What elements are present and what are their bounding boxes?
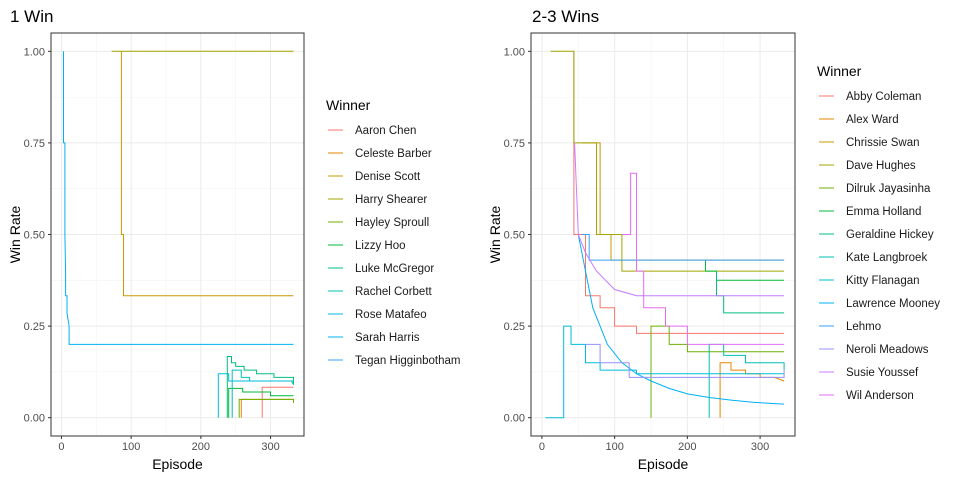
y-tick-label: 0.75 (504, 138, 525, 150)
series-line-lehmo (581, 234, 785, 261)
legend-label: Geraldine Hickey (846, 229, 934, 241)
legend-label: Neroli Meadows (846, 344, 929, 356)
legend-label: Lehmo (846, 321, 881, 333)
series-line-alex-ward (719, 362, 785, 418)
x-tick-label: 200 (678, 441, 696, 453)
series-line-lawrence-mooney (577, 234, 785, 405)
y-tick-label: 0.00 (504, 413, 525, 425)
series-line-lizzy-hoo (228, 387, 294, 418)
x-axis-title: Episode (638, 456, 689, 472)
legend-label: Sarah Harris (355, 332, 420, 344)
legend-label: Rachel Corbett (355, 286, 433, 298)
legend-label: Kate Langbroek (846, 252, 927, 264)
series-line-aaron-chen (261, 386, 294, 418)
legend-title: Winner (326, 97, 371, 113)
legend-label: Tegan Higginbotham (355, 355, 461, 367)
chart-title: 1 Win (10, 7, 53, 26)
legend-label: Harry Shearer (355, 194, 427, 206)
y-tick-label: 0.25 (24, 321, 45, 333)
y-tick-label: 0.75 (24, 138, 45, 150)
legend-label: Lawrence Mooney (846, 298, 940, 310)
x-tick-label: 100 (605, 441, 623, 453)
y-axis-title: Win Rate (487, 206, 503, 264)
series-line-dilruk-jayasinha (650, 325, 785, 418)
x-tick-label: 300 (751, 441, 769, 453)
legend-label: Alex Ward (846, 114, 899, 126)
legend-label: Hayley Sproull (355, 217, 429, 229)
series-line-chrissie-swan (581, 142, 785, 261)
legend-label: Lizzy Hoo (355, 240, 406, 252)
x-tick-label: 100 (122, 441, 140, 453)
y-tick-label: 0.50 (504, 230, 525, 242)
y-tick-label: 1.00 (504, 46, 525, 58)
series-line-geraldine-hickey (716, 271, 785, 314)
series-line-celeste-barber (240, 398, 294, 418)
y-tick-label: 1.00 (24, 46, 45, 58)
y-tick-label: 0.25 (504, 321, 525, 333)
legend-label: Rose Matafeo (355, 309, 427, 321)
series-line-rose-matafeo (217, 373, 294, 418)
y-axis-title: Win Rate (7, 206, 23, 264)
legend-label: Dave Hughes (846, 160, 916, 172)
series-line-neroli-meadows (585, 343, 785, 378)
legend-label: Kitty Flanagan (846, 275, 920, 287)
series-line-emma-holland (705, 260, 785, 281)
y-tick-label: 0.00 (24, 413, 45, 425)
series-line-kitty-flanagan (545, 325, 785, 419)
legend-label: Luke McGregor (355, 263, 434, 275)
x-tick-label: 0 (539, 441, 545, 453)
series-line-hayley-sproull (238, 398, 294, 418)
x-tick-label: 0 (58, 441, 64, 453)
x-axis-title: Episode (152, 456, 203, 472)
series-line-sarah-harris (63, 51, 294, 345)
chart-title: 2-3 Wins (532, 7, 599, 26)
legend-label: Aaron Chen (355, 125, 416, 137)
series-line-wil-anderson (621, 172, 785, 345)
legend-label: Celeste Barber (355, 148, 432, 160)
legend-label: Wil Anderson (846, 390, 914, 402)
y-tick-label: 0.50 (24, 230, 45, 242)
legend-label: Dilruk Jayasinha (846, 183, 931, 195)
legend-label: Chrissie Swan (846, 137, 920, 149)
x-tick-label: 300 (261, 441, 279, 453)
series-line-luke-mcgregor (226, 356, 294, 418)
series-line-denise-scott (120, 51, 294, 297)
series-line-dave-hughes (550, 50, 785, 272)
legend-label: Abby Coleman (846, 91, 921, 103)
legend-label: Denise Scott (355, 171, 421, 183)
legend-label: Emma Holland (846, 206, 921, 218)
legend-title: Winner (817, 63, 862, 79)
x-tick-label: 200 (192, 441, 210, 453)
series-line-abby-coleman (573, 51, 785, 334)
legend-label: Susie Youssef (846, 367, 919, 379)
series-line-susie-youssef (574, 142, 785, 297)
